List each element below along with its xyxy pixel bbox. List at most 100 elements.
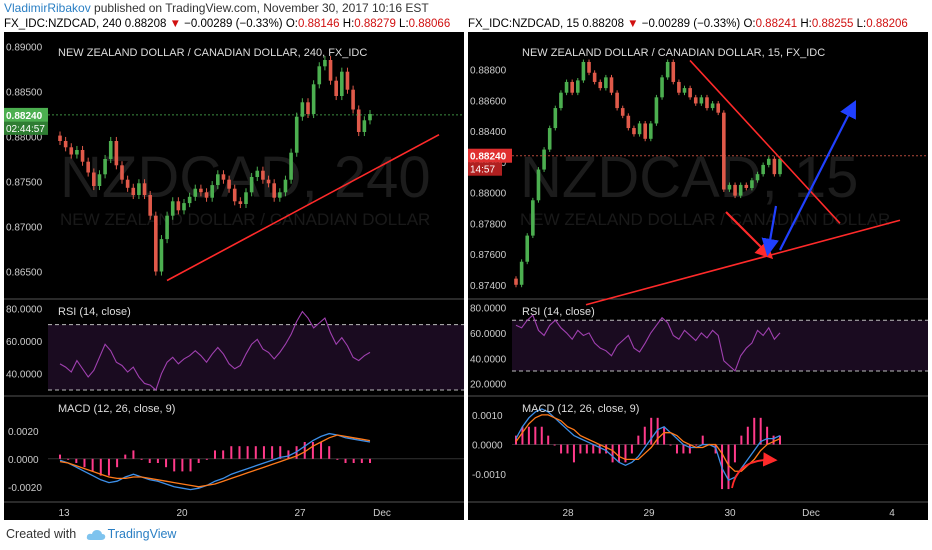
macd-histogram-bar [566,444,569,454]
candle-body [755,174,760,181]
macd-signal-line [515,414,781,472]
rsi-tick-label: 40.0000 [6,370,43,381]
macd-title: MACD (12, 26, close, 9) [58,403,175,415]
uptrend-line [166,133,440,282]
rsi-line [59,310,371,391]
candle-body [244,192,248,204]
macd-tick-label: 0.0020 [8,427,39,438]
candle-body [148,195,152,216]
candle-body [632,128,636,135]
author-link[interactable]: VladimirRibakov [4,1,91,15]
x-axis-tick-label: Dec [373,508,391,519]
macd-histogram-bar [344,458,347,463]
candle-body [187,196,192,204]
candle-body [306,102,310,114]
candle-body [761,164,765,175]
rsi-tick-label: 80.0000 [6,304,43,315]
macd-histogram-bar [262,446,265,459]
candle-body [69,147,74,155]
macd-histogram-bar [656,417,659,445]
x-axis-tick-label: 27 [294,508,306,519]
publish-info: published on TradingView.com, November 3… [94,1,429,15]
candle-body [328,60,333,81]
macd-histogram-bar [675,444,678,454]
macd-histogram-bar [173,458,176,472]
macd-histogram-bar [643,426,646,445]
blue-projection-arrow [779,100,856,251]
candle-body [345,71,350,90]
candle-body [232,188,237,202]
rsi-tick-label: 60.0000 [6,337,43,348]
candle-body [204,192,209,198]
macd-tick-label: -0.0010 [472,470,506,481]
rsi-band [48,324,464,390]
open-value: 0.88241 [755,18,798,30]
macd-histogram-bar [189,458,192,472]
rsi-tick-label: 20.0000 [470,380,507,391]
macd-histogram-bar [320,442,323,459]
macd-histogram-bar [107,458,110,476]
macd-histogram-bar [733,444,736,463]
candle-body [294,116,299,153]
candle-body [368,114,372,121]
candle-body [564,81,569,93]
chart-title: NEW ZEALAND DOLLAR / CANADIAN DOLLAR, 24… [58,47,367,59]
macd-histogram-bar [624,444,627,463]
candle-body [525,235,530,262]
candle-body [570,81,574,93]
candle-body [255,170,260,177]
symbol-label: FX_IDC:NZDCAD, 15 [468,18,580,30]
right-chart-panel[interactable]: NZDCAD, 15 NEW ZEALAND DOLLAR / CANADIAN … [468,32,928,520]
macd-histogram-bar [630,444,633,454]
macd-histogram-bar [165,458,168,468]
candle-body [738,184,743,196]
candle-body [165,215,169,240]
macd-histogram-bar [205,458,208,460]
candle-body [75,150,79,155]
macd-histogram-bar [222,450,225,459]
candle-body [311,84,316,114]
candle-body [340,71,344,96]
candle-body [266,179,271,184]
candle-body [575,80,580,93]
candle-body [103,159,107,175]
candle-body [609,77,614,93]
bar-countdown-label: 14:57 [470,165,495,176]
rsi-title: RSI (14, close) [58,306,131,318]
candle-body [125,179,130,188]
candle-body [227,179,231,189]
macd-histogram-bar [521,426,524,445]
macd-histogram-bar [701,435,704,445]
price-tick-label: 0.86500 [6,268,43,279]
macd-histogram-bar [540,426,543,445]
macd-histogram-bar [605,444,608,454]
down-arrow-icon: ▼ [169,18,181,30]
macd-histogram-bar [585,444,588,454]
price-tick-label: 0.87600 [470,250,507,261]
macd-histogram-bar [230,446,233,459]
price-tick-label: 0.87800 [470,219,507,230]
left-chart-panel[interactable]: NZDCAD, 240 NEW ZEALAND DOLLAR / CANADIAN… [4,32,464,520]
price-tick-label: 0.88000 [6,133,43,144]
tradingview-logo-text[interactable]: TradingView [107,527,177,541]
candle-body [159,239,164,272]
candle-body [334,80,338,96]
macd-histogram-bar [246,446,249,459]
macd-histogram-bar [59,454,61,459]
candle-body [108,141,113,159]
macd-histogram-bar [547,435,550,445]
macd-histogram-bar [214,450,216,459]
last-price-label: 0.88240 [6,111,43,122]
macd-histogram-bar [553,444,556,446]
candle-body [272,183,276,198]
candle-body [351,89,355,110]
candle-body [193,188,198,197]
open-label: O: [285,18,298,30]
candle-body [559,92,563,109]
last-price: 0.88208 [582,18,624,30]
high-value: 0.88279 [354,18,396,30]
macd-histogram-bar [572,444,575,463]
candle-body [626,115,631,129]
